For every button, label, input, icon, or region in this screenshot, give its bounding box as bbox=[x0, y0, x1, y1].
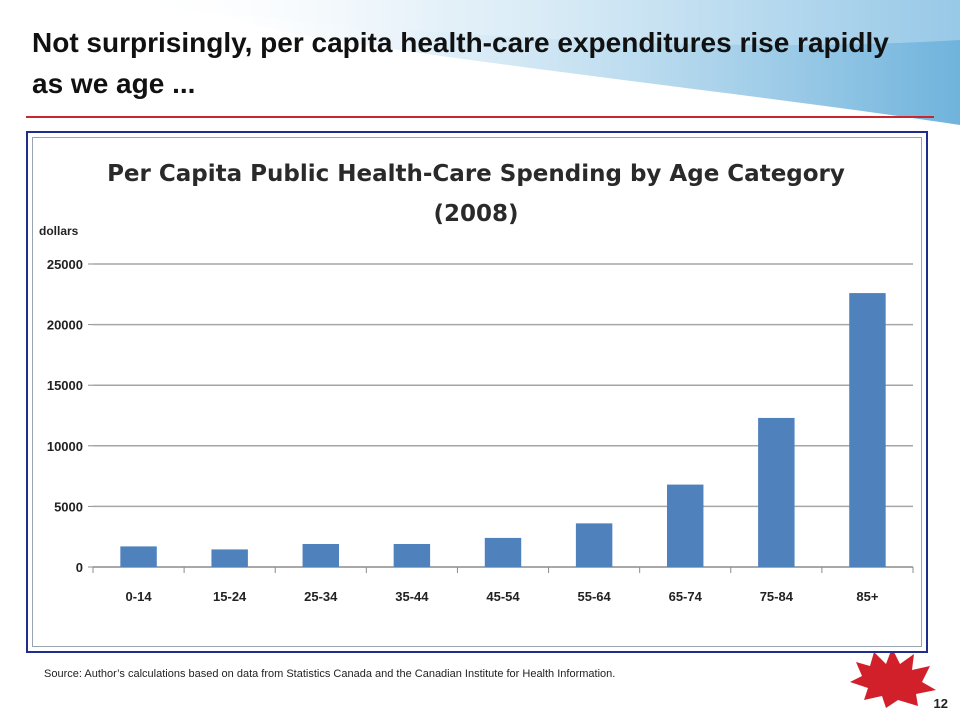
chart-subtitle: (2008) bbox=[433, 201, 518, 227]
y-tick-label: 5000 bbox=[54, 499, 83, 514]
maple-leaf-icon bbox=[850, 648, 936, 708]
title-rule bbox=[26, 116, 934, 118]
bar-chart: Per Capita Public Health-Care Spending b… bbox=[39, 161, 914, 604]
x-tick-label: 35-44 bbox=[395, 589, 429, 604]
bar-65-74 bbox=[667, 484, 704, 567]
x-axis-ticks: 0-14 15-24 25-34 35-44 45-54 55-64 65-74 75-84 8… bbox=[126, 589, 879, 604]
y-tick-label: 15000 bbox=[47, 378, 83, 393]
bar-45-54 bbox=[484, 537, 522, 567]
chart-title: Per Capita Public Health-Care Spending b… bbox=[107, 161, 845, 187]
bar-85+ bbox=[849, 293, 886, 567]
y-tick-label: 25000 bbox=[47, 257, 83, 272]
x-tick-label: 25-34 bbox=[304, 589, 338, 604]
chart-area: Per Capita Public Health-Care Spending b… bbox=[32, 137, 922, 647]
bar-35-44 bbox=[393, 543, 431, 567]
page-number: 12 bbox=[933, 696, 948, 711]
bars bbox=[120, 293, 886, 567]
bar-15-24 bbox=[211, 549, 248, 567]
y-tick-label: 0 bbox=[76, 560, 83, 575]
x-tick-label: 55-64 bbox=[577, 589, 611, 604]
slide-title: Not surprisingly, per capita health-care… bbox=[32, 27, 889, 99]
x-tick-label: 85+ bbox=[856, 589, 878, 604]
bar-75-84 bbox=[758, 417, 795, 567]
x-tick-label: 45-54 bbox=[486, 589, 520, 604]
x-tick-label: 75-84 bbox=[760, 589, 794, 604]
x-tick-label: 0-14 bbox=[126, 589, 153, 604]
chart-frame: Per Capita Public Health-Care Spending b… bbox=[26, 131, 928, 653]
y-tick-label: 20000 bbox=[47, 318, 83, 333]
bar-25-34 bbox=[302, 543, 339, 567]
y-axis-ticks: 0 5000 10000 15000 20000 25000 bbox=[47, 257, 83, 575]
source-note: Source: Author’s calculations based on d… bbox=[44, 668, 616, 680]
x-tick-label: 15-24 bbox=[213, 589, 247, 604]
y-tick-label: 10000 bbox=[47, 439, 83, 454]
y-axis-label: dollars bbox=[39, 224, 79, 238]
bar-55-64 bbox=[575, 523, 613, 567]
bar-0-14 bbox=[120, 546, 157, 567]
x-tick-label: 65-74 bbox=[669, 589, 703, 604]
